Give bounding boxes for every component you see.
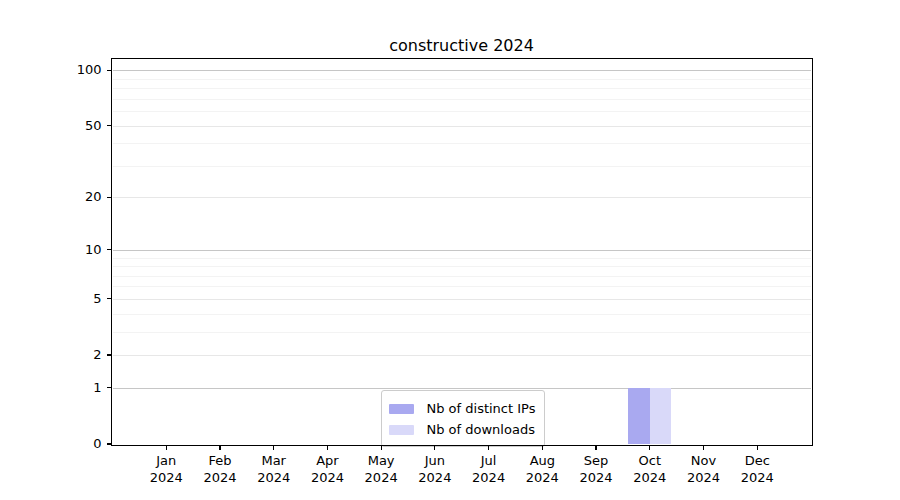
y-tick-10 [107, 249, 112, 250]
y-tick-label-10: 10 [38, 242, 102, 258]
minor-gridline [113, 79, 812, 80]
x-tick-apr [327, 446, 328, 450]
y-tick-label-0: 0 [38, 436, 102, 452]
x-tick-aug [542, 446, 543, 450]
major-gridline [113, 388, 812, 389]
legend-label-downloads: Nb of downloads [427, 422, 535, 437]
minor-gridline [113, 266, 812, 267]
x-tick-dec [757, 446, 758, 450]
major-gridline [113, 197, 812, 198]
bar-nb-of-downloads-oct [650, 388, 672, 444]
major-gridline [113, 355, 812, 356]
major-gridline [113, 70, 812, 71]
x-tick-mar [273, 446, 274, 450]
y-tick-label-100: 100 [38, 62, 102, 78]
minor-gridline [113, 258, 812, 259]
legend-item-distinct-ips: Nb of distinct IPs [389, 398, 536, 419]
y-tick-2 [107, 354, 112, 355]
minor-gridline [113, 332, 812, 333]
minor-gridline [113, 111, 812, 112]
y-tick-0 [107, 443, 112, 444]
x-tick-label-dec: Dec 2024 [717, 453, 797, 486]
plot-area: Nb of distinct IPs Nb of downloads Jan 2… [113, 59, 812, 444]
major-gridline [113, 126, 812, 127]
legend-label-distinct-ips: Nb of distinct IPs [427, 401, 536, 416]
legend-swatch-downloads [389, 425, 414, 435]
legend-swatch-distinct-ips [389, 404, 414, 414]
major-gridline [113, 299, 812, 300]
x-tick-feb [219, 446, 220, 450]
y-tick-label-5: 5 [38, 291, 102, 307]
minor-gridline [113, 286, 812, 287]
x-tick-sep [595, 446, 596, 450]
y-tick-label-1: 1 [38, 380, 102, 396]
y-tick-100 [107, 70, 112, 71]
chart-title: constructive 2024 [112, 35, 811, 57]
minor-gridline [113, 99, 812, 100]
y-tick-50 [107, 125, 112, 126]
y-tick-label-20: 20 [38, 189, 102, 205]
minor-gridline [113, 143, 812, 144]
minor-gridline [113, 166, 812, 167]
y-tick-5 [107, 298, 112, 299]
y-tick-label-50: 50 [38, 118, 102, 134]
minor-gridline [113, 88, 812, 89]
x-tick-oct [649, 446, 650, 450]
minor-gridline [113, 276, 812, 277]
x-tick-jul [488, 446, 489, 450]
x-tick-nov [703, 446, 704, 450]
y-tick-1 [107, 387, 112, 388]
y-tick-20 [107, 197, 112, 198]
legend-item-downloads: Nb of downloads [389, 419, 536, 440]
major-gridline [113, 250, 812, 251]
y-tick-label-2: 2 [38, 347, 102, 363]
chart-figure: constructive 2024 Nb of distinct IPs Nb … [0, 0, 900, 500]
minor-gridline [113, 314, 812, 315]
bar-nb-of-distinct-ips-oct [628, 388, 650, 444]
x-tick-may [381, 446, 382, 450]
x-tick-jan [166, 446, 167, 450]
legend: Nb of distinct IPs Nb of downloads [381, 390, 546, 447]
x-tick-jun [434, 446, 435, 450]
